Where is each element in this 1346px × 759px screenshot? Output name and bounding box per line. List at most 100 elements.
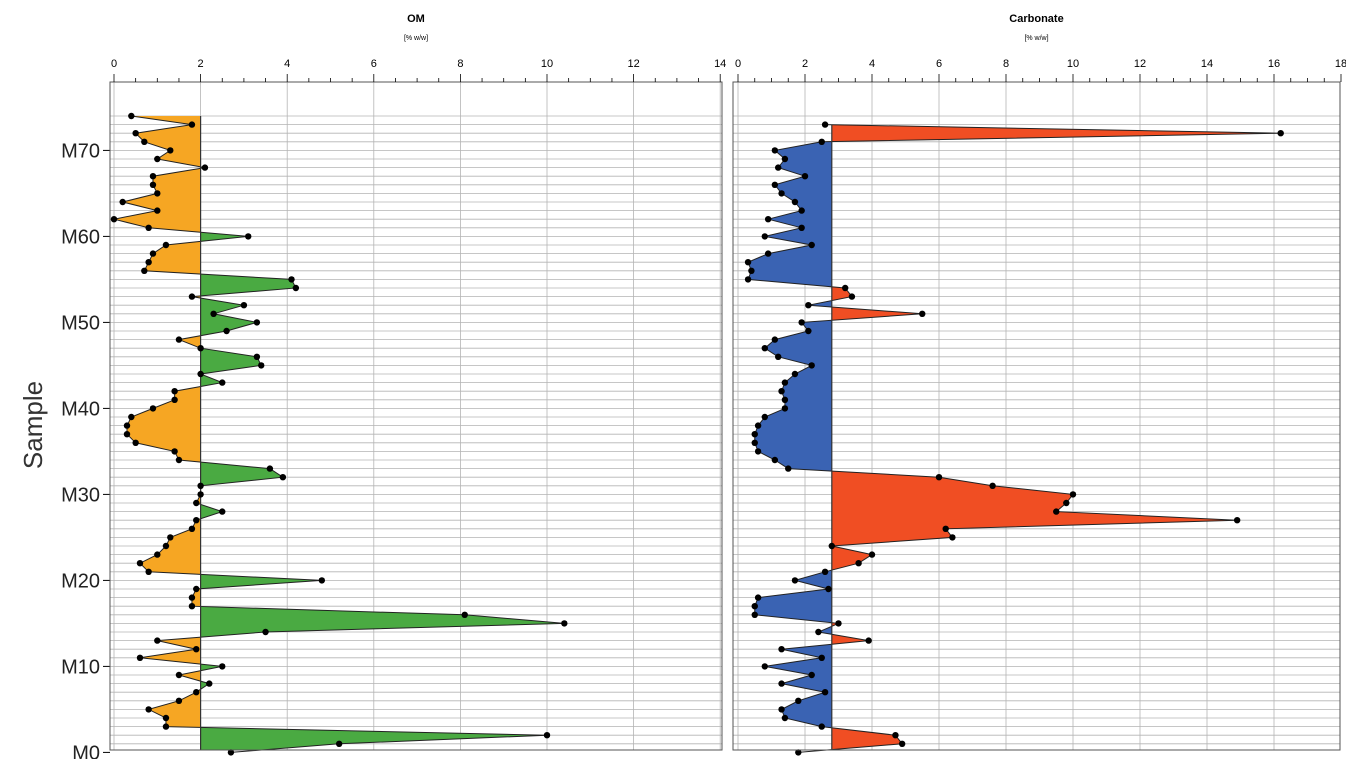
data-point — [942, 525, 949, 532]
data-point — [771, 456, 779, 464]
data-point — [1053, 508, 1060, 515]
data-point — [751, 603, 758, 610]
data-point — [162, 241, 170, 249]
x-tick-label: 4 — [869, 58, 875, 70]
data-point — [162, 723, 170, 730]
y-tick-label: M60 — [61, 226, 100, 248]
data-point — [210, 310, 217, 317]
data-point — [798, 207, 805, 214]
data-point — [1233, 517, 1241, 524]
x-tick-label: 0 — [111, 58, 117, 70]
data-point — [175, 336, 183, 343]
data-point — [132, 130, 139, 137]
area-below-baseline — [748, 124, 832, 750]
data-point — [781, 155, 789, 163]
data-point — [751, 439, 758, 446]
y-tick-label: M40 — [61, 398, 100, 420]
data-point — [775, 353, 782, 360]
x-tick-label: 14 — [1201, 58, 1213, 70]
data-point — [751, 611, 758, 618]
data-point — [761, 345, 768, 352]
data-point — [808, 671, 815, 679]
data-point — [219, 379, 226, 386]
data-point — [855, 560, 862, 567]
data-point — [785, 465, 792, 472]
data-point — [154, 637, 161, 644]
data-point — [279, 474, 287, 481]
data-point — [219, 663, 226, 670]
data-point — [771, 147, 779, 154]
y-tick-label: M70 — [61, 140, 100, 162]
data-point — [141, 138, 148, 145]
x-tick-label: 8 — [1003, 58, 1009, 70]
data-point — [754, 594, 762, 601]
data-point — [206, 680, 213, 687]
data-point — [132, 439, 139, 446]
data-point — [128, 112, 135, 120]
y-tick-label: M10 — [61, 656, 100, 678]
data-point — [262, 628, 269, 636]
data-point — [253, 353, 261, 360]
data-point — [781, 714, 789, 722]
data-point — [754, 422, 762, 429]
x-tick-label: 2 — [802, 58, 808, 70]
data-point — [167, 534, 174, 541]
y-axis-label: Sample — [18, 381, 48, 469]
data-point — [110, 216, 118, 223]
data-point — [748, 267, 755, 274]
panel-unit: [% w/w] — [1024, 35, 1048, 42]
plot-frame — [109, 81, 723, 751]
data-point — [197, 370, 204, 378]
data-point — [761, 233, 768, 240]
data-point — [825, 585, 832, 593]
data-point — [828, 542, 835, 550]
data-point — [136, 560, 144, 567]
data-point — [781, 396, 789, 403]
data-point — [171, 396, 178, 403]
data-point — [193, 499, 200, 507]
data-point — [764, 216, 772, 223]
data-point — [171, 388, 178, 395]
data-point — [240, 302, 248, 309]
data-point — [197, 345, 204, 352]
data-point — [223, 327, 230, 335]
data-point — [1063, 499, 1070, 507]
panel-om: OM [% w/w] 0 2 4 6 8 10 12 14 — [109, 13, 726, 756]
data-point — [141, 267, 148, 274]
data-point — [149, 173, 157, 180]
data-point — [119, 198, 126, 206]
data-point — [821, 121, 829, 128]
data-point — [154, 190, 161, 197]
data-point — [865, 637, 872, 644]
data-point — [778, 706, 785, 713]
data-point — [1069, 491, 1077, 498]
data-point — [842, 284, 849, 292]
y-tick-label: M20 — [61, 570, 100, 592]
data-point — [145, 706, 152, 713]
data-point — [171, 448, 178, 455]
data-point — [751, 431, 758, 438]
data-point — [188, 121, 196, 128]
data-point — [145, 568, 152, 575]
data-point — [771, 336, 779, 343]
data-point — [805, 302, 812, 309]
data-point — [123, 431, 131, 438]
data-point — [935, 474, 943, 481]
data-point — [818, 654, 825, 661]
data-point — [764, 250, 772, 257]
data-point — [898, 740, 906, 747]
data-point — [892, 732, 899, 739]
data-point — [188, 525, 196, 532]
data-point — [754, 448, 762, 455]
data-point — [197, 482, 204, 489]
data-point — [193, 517, 200, 524]
data-point — [808, 241, 815, 249]
data-point — [145, 259, 152, 266]
x-tick-label: 10 — [541, 58, 553, 70]
data-point — [197, 491, 204, 498]
data-point — [154, 207, 161, 214]
area-below-baseline — [114, 116, 201, 728]
x-tick-label: 16 — [1268, 58, 1280, 70]
data-point — [188, 603, 196, 610]
